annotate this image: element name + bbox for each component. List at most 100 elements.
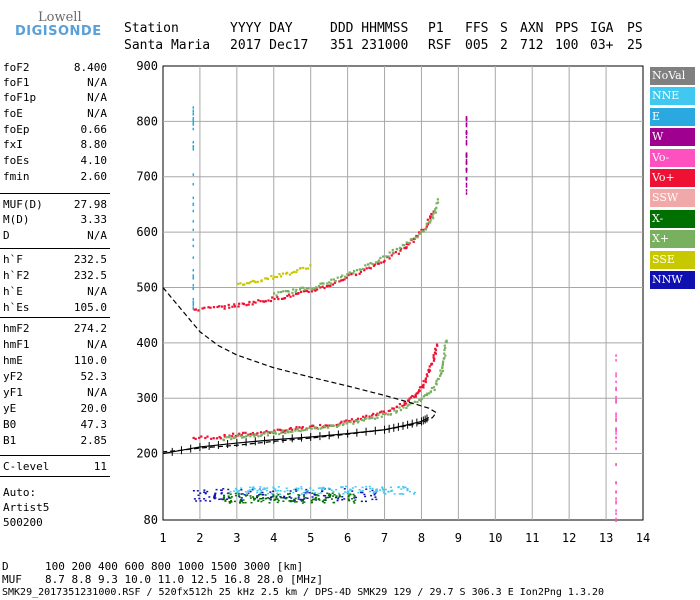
series-x-mark	[228, 500, 231, 503]
x-tick-label: 10	[488, 531, 502, 545]
series-x-mark	[332, 278, 335, 281]
series-vo-mark	[433, 351, 437, 354]
series-x-mark	[304, 497, 307, 499]
series-x-mark	[266, 431, 269, 434]
series-x-mark	[282, 500, 285, 502]
series-e-mark	[192, 183, 195, 186]
param-label: h`F2	[3, 269, 30, 282]
param-separator	[0, 455, 110, 456]
series-e-mark	[192, 274, 195, 277]
series-x-mark	[436, 198, 439, 201]
series-vo-mark	[206, 435, 209, 438]
series-x-mark	[317, 494, 320, 497]
series-vo-mark	[271, 296, 274, 299]
series-sse-mark	[237, 282, 240, 286]
series-x-mark	[380, 415, 383, 418]
series-nne-mark	[390, 489, 393, 492]
series-x-mark	[347, 499, 350, 501]
series-nne-mark	[279, 489, 282, 492]
series-x-mark	[328, 496, 331, 498]
series-x-mark	[288, 500, 291, 502]
series-x-mark	[234, 492, 237, 495]
param-label: foE	[3, 107, 23, 120]
series-vo-mark	[216, 305, 219, 309]
param-label: h`E	[3, 285, 23, 298]
series-nne-mark	[384, 492, 387, 495]
series-vo-mark	[316, 288, 319, 291]
series-vo-mark	[427, 370, 431, 373]
header-label-ffs: FFS	[465, 21, 489, 36]
series-nne-mark	[295, 487, 298, 490]
series-nnw-mark	[256, 496, 259, 499]
series-x-mark	[398, 246, 402, 249]
series-nne-mark	[248, 489, 251, 491]
series-nnw-mark	[204, 492, 207, 494]
series-vo-mark	[242, 431, 245, 434]
series-vo-mark	[251, 431, 254, 435]
series-sse-mark	[309, 264, 312, 267]
series-nnw-mark	[303, 498, 306, 500]
series-nnw-mark	[364, 495, 367, 498]
series-x-mark	[293, 498, 296, 501]
series-x-mark	[280, 496, 283, 499]
series-x-mark	[303, 428, 306, 432]
series-nnw-mark	[343, 488, 346, 490]
series-nne-mark	[372, 492, 375, 494]
series-nnw-mark	[218, 498, 221, 501]
series-vo-mark	[248, 300, 251, 304]
series-nne-mark	[375, 489, 378, 492]
series-x-mark	[269, 498, 272, 500]
series-vo-mark	[365, 414, 368, 417]
series-vo-mark	[276, 295, 279, 299]
series-e-mark	[192, 203, 195, 207]
param-value: 20.0	[80, 402, 108, 415]
series-x-mark	[319, 427, 322, 430]
series-x-mark	[244, 501, 247, 504]
series-x-mark	[308, 426, 311, 430]
param-separator	[0, 317, 110, 318]
series-vo-mark	[301, 425, 304, 429]
series-x-mark	[311, 492, 314, 494]
series-x-mark	[338, 495, 341, 498]
series-x-mark	[426, 392, 429, 395]
param-label: yE	[3, 402, 17, 415]
series-vo-mark	[238, 302, 241, 305]
header-label-station: Station	[124, 21, 179, 36]
series-vo-mark	[615, 386, 617, 390]
series-x-mark	[307, 287, 310, 290]
series-nne-mark	[354, 486, 357, 488]
series-x-mark	[424, 394, 427, 397]
series-x-mark	[348, 271, 351, 274]
series-x-mark	[333, 501, 336, 504]
series-x-mark	[229, 500, 232, 502]
series-nne-mark	[253, 488, 256, 490]
series-vo-mark	[297, 291, 300, 295]
series-vo-mark	[388, 257, 391, 260]
series-nnw-mark	[324, 495, 327, 497]
header-label-pps: PPS	[555, 21, 579, 36]
series-sse-mark	[241, 283, 245, 286]
series-x-mark	[226, 492, 229, 495]
series-x-mark	[351, 497, 354, 500]
series-x-mark	[363, 417, 366, 420]
series-nne-mark	[330, 489, 333, 491]
param-value: N/A	[87, 107, 107, 120]
series-nnw-mark	[294, 488, 297, 491]
series-x-mark	[270, 430, 273, 434]
series-x-mark	[434, 208, 437, 211]
series-nne-mark	[371, 487, 374, 490]
series-x-mark	[429, 390, 433, 393]
series-vo-mark	[387, 409, 390, 413]
series-nnw-mark	[355, 496, 358, 499]
series-e-mark	[192, 284, 195, 287]
series-nne-mark	[382, 492, 385, 494]
series-x-mark	[224, 499, 227, 501]
series-x-mark	[305, 287, 309, 290]
series-nnw-mark	[295, 490, 298, 492]
header-value-ffs: 005	[465, 38, 489, 53]
series-x-mark	[339, 275, 343, 279]
series-x-mark	[377, 260, 380, 263]
series-x-mark	[381, 255, 385, 258]
series-vo-mark	[294, 428, 297, 431]
series-x-mark	[429, 221, 432, 224]
